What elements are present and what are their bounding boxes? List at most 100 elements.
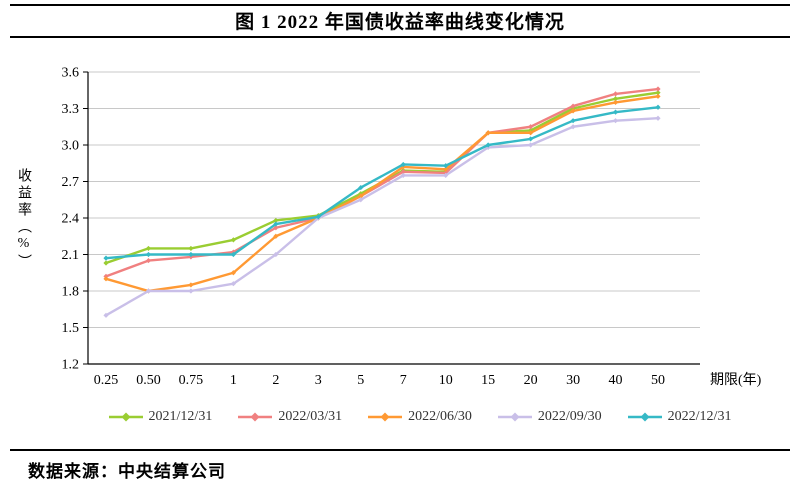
y-tick-label: 3.0 xyxy=(62,139,80,154)
series-marker xyxy=(273,217,279,224)
data-source: 数据来源：中央结算公司 xyxy=(28,462,226,481)
chart-title: 图 1 2022 年国债收益率曲线变化情况 xyxy=(235,12,565,33)
series-marker xyxy=(103,312,109,318)
chart-legend: 2021/12/31 2022/03/31 2022/06/30 2022/09/30… xyxy=(70,409,770,425)
series-marker xyxy=(188,245,194,252)
series-marker xyxy=(230,251,236,258)
series-marker xyxy=(230,237,236,243)
series-marker xyxy=(358,197,364,203)
series-marker xyxy=(230,281,236,287)
series-marker xyxy=(485,130,491,136)
legend-swatch-icon xyxy=(368,412,403,422)
legend-item-2021-12-31: 2021/12/31 xyxy=(108,409,213,425)
legend-swatch-icon xyxy=(497,412,532,422)
series-marker xyxy=(400,161,406,168)
x-tick-label: 1 xyxy=(230,373,237,388)
series-marker xyxy=(612,118,619,124)
x-tick-label: 0.25 xyxy=(94,373,119,388)
series-marker xyxy=(655,93,661,99)
legend-label: 2022/06/30 xyxy=(408,409,472,424)
legend-label: 2022/03/31 xyxy=(278,409,343,424)
legend-item-2022-06-30: 2022/06/30 xyxy=(368,409,472,425)
series-line-2022-09-30 xyxy=(104,117,660,317)
series-marker xyxy=(400,172,406,179)
x-tick-label: 3 xyxy=(315,373,322,388)
series-marker xyxy=(485,142,491,148)
y-tick-label: 2.4 xyxy=(62,212,80,227)
series-marker xyxy=(358,184,364,191)
chart-canvas: 1.2 1.5 1.8 2.1 2.4 2.7 3.0 3.3 3.6 0.25 0.50 0.75 1… xyxy=(62,66,762,389)
series-marker xyxy=(570,118,576,124)
legend-label: 2022/09/30 xyxy=(537,409,602,424)
series-marker xyxy=(443,166,449,172)
series-marker xyxy=(528,124,534,130)
y-tick-label: 1.2 xyxy=(62,358,80,373)
top-rule xyxy=(10,4,790,6)
legend-item-2022-12-31: 2022/12/31 xyxy=(627,409,732,425)
y-tick-label: 3.3 xyxy=(62,102,80,117)
y-tick-label: 3.6 xyxy=(62,66,80,81)
title-rule xyxy=(10,36,790,38)
series-marker xyxy=(230,270,236,276)
legend-item-2022-03-31: 2022/03/31 xyxy=(238,409,342,425)
legend-item-2022-09-30: 2022/09/30 xyxy=(497,409,602,425)
x-tick-label: 0.75 xyxy=(179,373,204,388)
x-tick-label: 0.50 xyxy=(136,373,161,388)
x-tick-label: 40 xyxy=(609,373,623,388)
source-rule xyxy=(10,449,790,451)
series-marker xyxy=(358,193,364,199)
series-marker xyxy=(443,172,449,179)
series-marker xyxy=(273,225,279,231)
series-marker xyxy=(612,99,619,106)
y-tick-label: 1.8 xyxy=(62,285,80,300)
series-marker xyxy=(145,245,152,252)
x-tick-label: 30 xyxy=(566,373,580,388)
series-marker xyxy=(570,108,576,114)
series-marker xyxy=(273,221,279,227)
x-tick-label: 20 xyxy=(524,373,538,388)
series-marker xyxy=(400,169,406,175)
y-axis-title: 收益率（%） xyxy=(16,168,31,271)
series-marker xyxy=(655,115,661,121)
series-marker xyxy=(655,86,661,92)
series-marker xyxy=(528,136,534,142)
yield-curve-chart: 1.2 1.5 1.8 2.1 2.4 2.7 3.0 3.3 3.6 0.25 0.50 0.75 1… xyxy=(0,42,800,407)
series-marker xyxy=(145,288,152,294)
series-marker xyxy=(273,233,279,239)
x-axis-title: 期限(年) xyxy=(710,372,762,388)
series-marker xyxy=(655,90,661,96)
series-marker xyxy=(570,124,576,130)
series-marker xyxy=(188,288,194,294)
y-tick-label: 1.5 xyxy=(62,321,80,336)
series-marker xyxy=(315,214,321,220)
series-marker xyxy=(528,142,534,148)
x-tick-label: 5 xyxy=(357,373,364,388)
legend-label: 2022/12/31 xyxy=(667,409,732,424)
series-marker xyxy=(103,260,109,266)
series-marker xyxy=(528,130,534,136)
legend-swatch-icon xyxy=(627,412,662,422)
series-line-2022-06-30 xyxy=(104,95,660,293)
series-line-2022-03-31 xyxy=(104,87,660,278)
series-line-2022-12-31 xyxy=(104,106,660,260)
series-marker xyxy=(188,282,194,288)
series-line-2021-12-31 xyxy=(104,91,660,265)
legend-swatch-icon xyxy=(238,412,273,422)
series-marker xyxy=(103,255,109,261)
legend-label: 2021/12/31 xyxy=(148,409,213,424)
y-tick-label: 2.1 xyxy=(62,248,80,263)
series-marker xyxy=(145,251,152,258)
series-marker xyxy=(188,251,194,258)
x-tick-label: 7 xyxy=(400,373,407,388)
x-tick-label: 10 xyxy=(439,373,453,388)
series-marker xyxy=(655,104,661,110)
series-marker xyxy=(612,96,619,102)
y-tick-label: 2.7 xyxy=(62,175,80,190)
x-tick-label: 50 xyxy=(651,373,665,388)
x-tick-label: 2 xyxy=(272,373,279,388)
series-marker xyxy=(612,91,619,97)
x-tick-label: 15 xyxy=(481,373,495,388)
series-marker xyxy=(273,251,279,258)
series-marker xyxy=(612,109,619,115)
